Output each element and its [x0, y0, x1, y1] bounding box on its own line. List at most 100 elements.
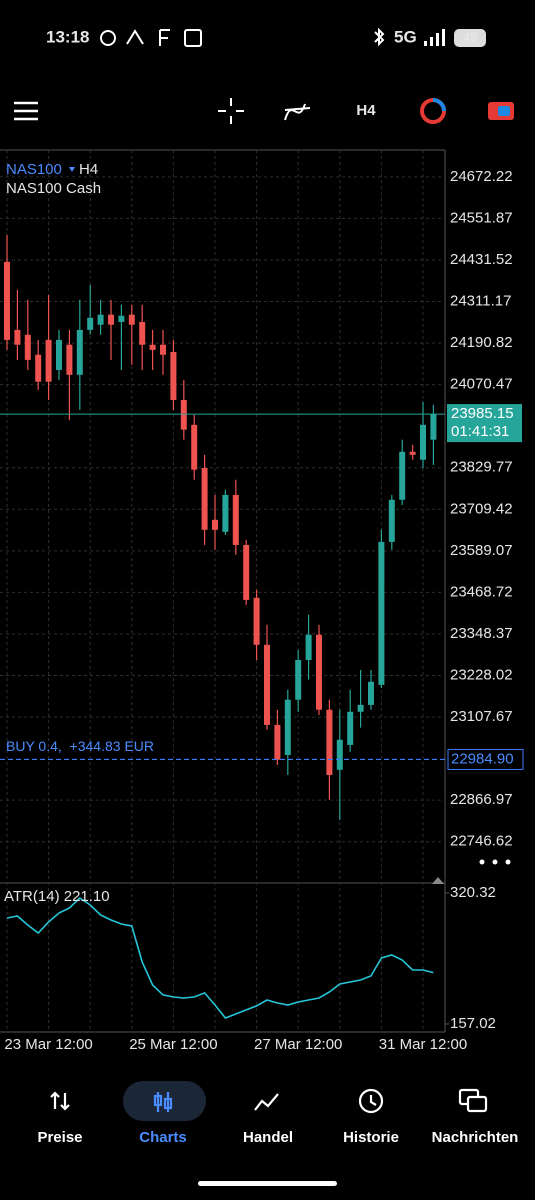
- more-button[interactable]: [479, 859, 511, 865]
- y-tick-label: 23468.72: [450, 583, 513, 600]
- candle-body: [347, 711, 354, 745]
- indicators-button[interactable]: [284, 103, 311, 121]
- x-tick-label: 25 Mar 12:00: [129, 1036, 217, 1053]
- candle-body: [253, 597, 260, 645]
- status-network: 5G: [394, 27, 417, 46]
- y-tick-label: 23709.42: [450, 500, 513, 517]
- symbol-dropdown[interactable]: [69, 167, 75, 172]
- candle-body: [14, 329, 21, 345]
- status-time: 13:18: [46, 27, 89, 46]
- bar-countdown: 01:41:31: [451, 423, 509, 440]
- signal-icon: [424, 29, 445, 46]
- indicator-label: ATR(14) 221.10: [4, 888, 110, 905]
- indicator-line: [6, 896, 434, 1019]
- candle-body: [66, 344, 73, 375]
- y-tick-label: 23348.37: [450, 625, 513, 642]
- candle-body: [180, 399, 187, 430]
- candle-body: [295, 659, 302, 700]
- candle-body: [430, 414, 437, 440]
- nav-tab[interactable]: Charts: [139, 1129, 187, 1146]
- chart-frame: [0, 149, 446, 1033]
- candle-body: [274, 724, 281, 760]
- candle-body: [305, 634, 312, 660]
- candle-body: [316, 634, 322, 710]
- nav-tab[interactable]: Preise: [37, 1129, 82, 1146]
- candle-body: [118, 315, 125, 322]
- price-label-box: [447, 404, 522, 443]
- candle-body: [139, 321, 146, 345]
- position-label-box: [447, 748, 524, 770]
- candle-body: [420, 424, 426, 460]
- candle-body: [56, 339, 62, 370]
- bottom-nav: Preise Charts Handel Historie Nachrichten: [37, 1129, 518, 1146]
- y-tick-label: 24551.87: [450, 209, 513, 226]
- battery-level: 49: [463, 29, 477, 44]
- candle-body: [108, 314, 114, 325]
- y-tick-label: 24190.82: [450, 334, 513, 351]
- y-tick-label: 24431.52: [450, 251, 513, 268]
- symbol[interactable]: NAS100: [6, 161, 62, 178]
- candle-body: [326, 709, 333, 775]
- y-tick-label: 157.02: [450, 1015, 496, 1032]
- candle-body: [388, 499, 395, 542]
- candle-body: [76, 329, 83, 375]
- candle-body: [284, 699, 291, 755]
- y-tick-label: 24672.22: [450, 168, 513, 185]
- position-text[interactable]: BUY 0.4, +344.83 EUR: [6, 738, 154, 754]
- nav-icons: [50, 1088, 488, 1114]
- candle-body: [35, 354, 42, 382]
- candle-body: [45, 339, 52, 382]
- candle-body: [4, 261, 10, 340]
- account-button[interactable]: [488, 102, 514, 120]
- y-tick-label: 24311.17: [450, 292, 511, 309]
- candle-body: [160, 344, 166, 355]
- x-tick-label: 23 Mar 12:00: [4, 1036, 92, 1053]
- home-indicator: [198, 1181, 337, 1186]
- marks: [0, 234, 445, 1019]
- nav-tab[interactable]: Handel: [243, 1129, 293, 1146]
- crosshair-button[interactable]: [218, 98, 244, 124]
- timeframe-button[interactable]: H4: [356, 102, 376, 119]
- nav-tab[interactable]: Nachrichten: [432, 1129, 519, 1146]
- candle-body: [399, 451, 406, 500]
- candle-body: [212, 519, 218, 530]
- battery-icon: [454, 29, 486, 47]
- y-tick-label: 24070.47: [450, 376, 513, 393]
- y-tick-label: 22866.97: [450, 791, 513, 808]
- candle-body: [357, 704, 364, 712]
- candle-body: [201, 468, 208, 530]
- y-tick-label: 23589.07: [450, 542, 513, 559]
- candle-body: [170, 351, 177, 400]
- price-label: 23985.15: [451, 405, 514, 422]
- y-tick-label: 23228.02: [450, 666, 513, 683]
- nav-tab[interactable]: Historie: [343, 1129, 399, 1146]
- candle-body: [87, 317, 94, 330]
- candle-body: [149, 344, 156, 350]
- candle-body: [378, 541, 385, 685]
- labels: 23 Mar 12:00 25 Mar 12:00 27 Mar 12:00 31 M…: [4, 168, 524, 1053]
- x-tick-label: 27 Mar 12:00: [254, 1036, 342, 1053]
- candle-body: [336, 739, 343, 770]
- y-tick-label: 23829.77: [450, 459, 513, 476]
- candle-body: [368, 681, 374, 705]
- candle-body: [191, 424, 198, 470]
- trade-button[interactable]: [420, 98, 446, 124]
- status-icons: [100, 27, 385, 47]
- candle-body: [24, 334, 31, 360]
- candle-body: [222, 494, 229, 532]
- candle-body: [243, 545, 250, 600]
- chart-timeframe: H4: [79, 161, 98, 178]
- y-tick-label: 22746.62: [450, 833, 513, 850]
- panel-resize[interactable]: [432, 877, 444, 884]
- x-tick-label: 31 Mar 12:00: [379, 1036, 467, 1053]
- candle-body: [264, 644, 270, 725]
- candle-body: [409, 451, 416, 455]
- position-price: 22984.90: [451, 750, 514, 767]
- candle-body: [232, 494, 239, 546]
- y-tick-label: 23107.67: [450, 708, 513, 725]
- candle-body: [97, 314, 104, 325]
- menu-button[interactable]: [14, 101, 38, 121]
- symbol-description: NAS100 Cash: [6, 180, 101, 197]
